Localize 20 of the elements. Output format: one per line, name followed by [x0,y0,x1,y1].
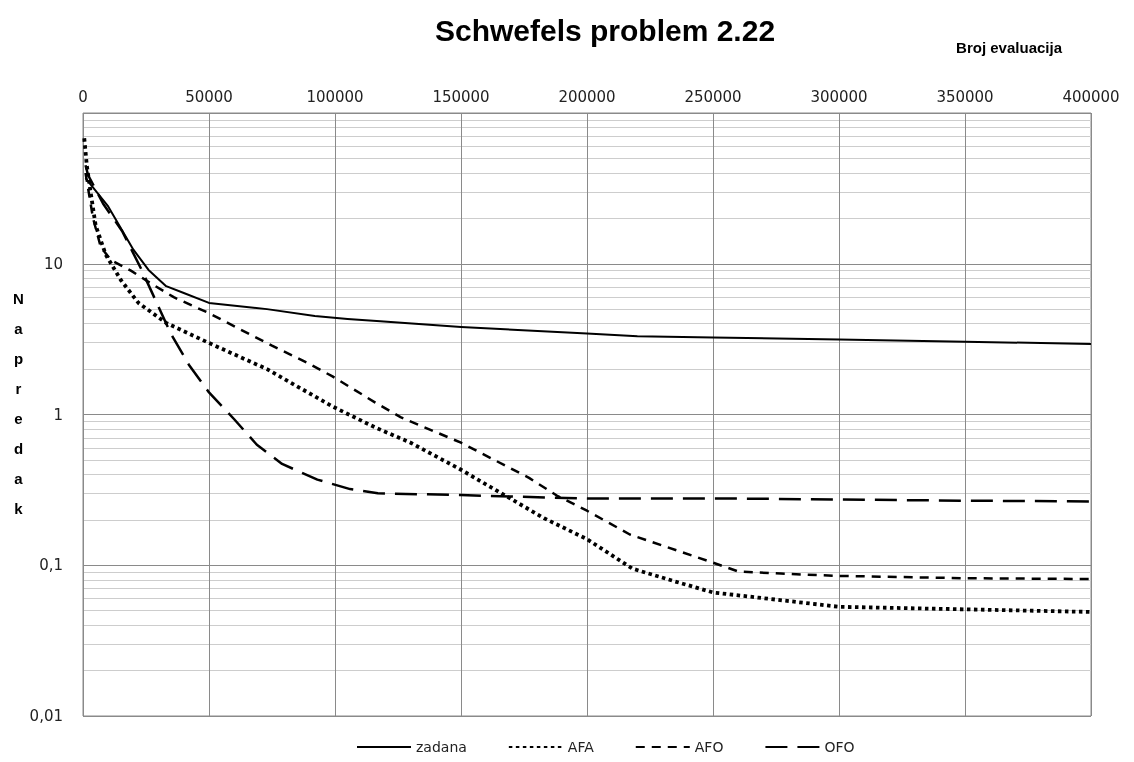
y-tick-label: 0,01 [29,707,63,725]
legend-label: AFA [567,739,595,755]
x-tick-label: 400000 [1062,87,1120,106]
x-tick-label: 100000 [306,87,364,106]
x-tick-label: 300000 [810,87,868,106]
x-tick-label: 0 [78,87,88,106]
legend-label: OFO [824,739,855,755]
y-axis-title: Napredak [10,290,27,530]
legend-label: AFO [694,739,724,755]
x-tick-label: 350000 [936,87,994,106]
y-tick-label: 10 [43,254,63,273]
x-tick-label: 250000 [684,87,742,106]
x-tick-label: 150000 [432,87,490,106]
x-axis-title: Broj evaluacija [956,39,1063,56]
legend-label: zadana [416,739,467,755]
x-tick-label: 50000 [185,87,233,106]
x-tick-label: 200000 [558,87,616,106]
y-tick-label: 1 [53,405,63,424]
chart-title: Schwefels problem 2.22 [434,13,776,47]
y-tick-label: 0,1 [39,556,63,575]
